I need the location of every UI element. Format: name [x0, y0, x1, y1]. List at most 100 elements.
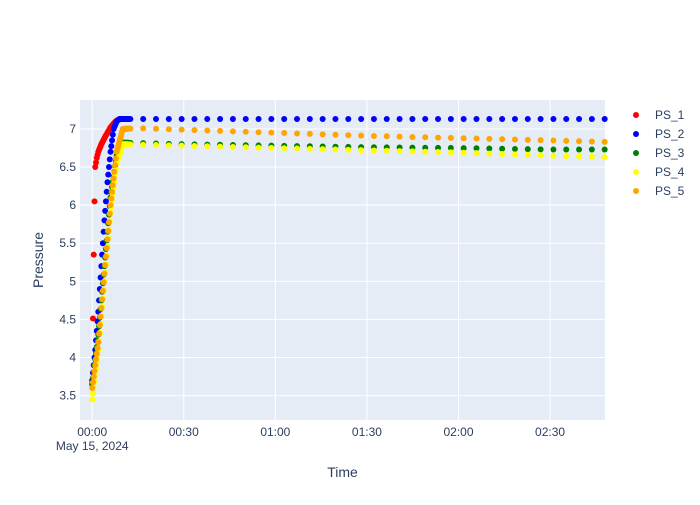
data-point[interactable]: [90, 373, 97, 380]
data-point[interactable]: [255, 116, 262, 123]
data-point[interactable]: [229, 116, 236, 123]
data-point[interactable]: [332, 116, 339, 123]
legend[interactable]: PS_1 PS_2 PS_3 PS_4 PS_5: [633, 108, 685, 198]
data-point[interactable]: [191, 142, 198, 149]
legend-item-PS_5[interactable]: PS_5: [633, 184, 685, 198]
data-point[interactable]: [524, 146, 531, 153]
data-point[interactable]: [345, 146, 352, 153]
data-point[interactable]: [370, 132, 377, 139]
data-point[interactable]: [396, 116, 403, 123]
data-point[interactable]: [588, 138, 595, 145]
data-point[interactable]: [191, 127, 198, 134]
data-point[interactable]: [435, 149, 442, 156]
data-point[interactable]: [255, 144, 262, 151]
data-point[interactable]: [537, 137, 544, 144]
data-point[interactable]: [576, 116, 583, 123]
data-point[interactable]: [178, 116, 185, 123]
data-point[interactable]: [255, 129, 262, 136]
data-point[interactable]: [486, 150, 493, 157]
data-point[interactable]: [105, 227, 112, 234]
data-point[interactable]: [153, 125, 160, 132]
data-point[interactable]: [204, 143, 211, 150]
data-point[interactable]: [89, 385, 96, 391]
data-point[interactable]: [165, 116, 172, 123]
data-point[interactable]: [112, 155, 119, 162]
data-point[interactable]: [178, 126, 185, 133]
data-point[interactable]: [460, 116, 467, 123]
data-point[interactable]: [204, 127, 211, 134]
data-point[interactable]: [268, 116, 275, 123]
data-point[interactable]: [383, 133, 390, 140]
data-point[interactable]: [106, 210, 113, 217]
data-point[interactable]: [93, 159, 100, 166]
data-point[interactable]: [268, 144, 275, 151]
data-point[interactable]: [601, 146, 608, 153]
data-point[interactable]: [550, 152, 557, 159]
data-point[interactable]: [153, 116, 160, 123]
data-point[interactable]: [524, 151, 531, 158]
data-point[interactable]: [107, 202, 114, 209]
legend-item-PS_1[interactable]: PS_1: [633, 108, 685, 122]
data-point[interactable]: [332, 131, 339, 138]
data-point[interactable]: [422, 148, 429, 155]
data-point[interactable]: [191, 116, 198, 123]
data-point[interactable]: [511, 145, 518, 152]
data-point[interactable]: [91, 367, 98, 374]
data-point[interactable]: [563, 153, 570, 160]
data-point[interactable]: [102, 198, 109, 205]
data-point[interactable]: [499, 151, 506, 158]
data-point[interactable]: [217, 116, 224, 123]
data-point[interactable]: [473, 145, 480, 152]
data-point[interactable]: [140, 125, 147, 132]
data-point[interactable]: [103, 245, 110, 251]
data-point[interactable]: [165, 126, 172, 133]
data-point[interactable]: [422, 116, 429, 123]
data-point[interactable]: [204, 116, 211, 123]
data-point[interactable]: [105, 219, 112, 226]
data-point[interactable]: [306, 130, 313, 137]
data-point[interactable]: [294, 130, 301, 137]
data-point[interactable]: [242, 144, 249, 151]
data-point[interactable]: [435, 144, 442, 151]
data-point[interactable]: [460, 145, 467, 152]
data-point[interactable]: [409, 148, 416, 155]
data-point[interactable]: [101, 270, 108, 277]
data-point[interactable]: [110, 175, 117, 182]
data-point[interactable]: [588, 116, 595, 123]
data-point[interactable]: [601, 138, 608, 145]
data-point[interactable]: [306, 145, 313, 152]
data-point[interactable]: [601, 154, 608, 161]
legend-item-PS_3[interactable]: PS_3: [633, 146, 685, 160]
data-point[interactable]: [108, 195, 115, 202]
data-point[interactable]: [178, 142, 185, 149]
data-point[interactable]: [93, 350, 100, 357]
data-point[interactable]: [127, 125, 134, 132]
data-point[interactable]: [105, 164, 112, 171]
data-point[interactable]: [107, 148, 114, 155]
data-point[interactable]: [499, 116, 506, 123]
data-point[interactable]: [576, 138, 583, 145]
data-point[interactable]: [537, 146, 544, 153]
data-point[interactable]: [588, 153, 595, 160]
data-point[interactable]: [370, 147, 377, 154]
data-point[interactable]: [92, 164, 99, 171]
data-point[interactable]: [89, 379, 96, 386]
data-point[interactable]: [89, 315, 96, 322]
data-point[interactable]: [550, 137, 557, 144]
data-point[interactable]: [409, 116, 416, 123]
data-point[interactable]: [102, 262, 109, 269]
data-point[interactable]: [576, 146, 583, 153]
data-point[interactable]: [109, 188, 116, 195]
data-point[interactable]: [563, 116, 570, 123]
data-point[interactable]: [422, 134, 429, 141]
data-point[interactable]: [89, 390, 96, 397]
data-point[interactable]: [345, 132, 352, 139]
data-point[interactable]: [268, 129, 275, 136]
data-point[interactable]: [576, 153, 583, 160]
data-point[interactable]: [92, 362, 99, 369]
data-point[interactable]: [103, 188, 110, 195]
data-point[interactable]: [319, 131, 326, 138]
data-point[interactable]: [94, 345, 101, 351]
legend-item-PS_4[interactable]: PS_4: [633, 165, 685, 179]
data-point[interactable]: [99, 296, 106, 303]
